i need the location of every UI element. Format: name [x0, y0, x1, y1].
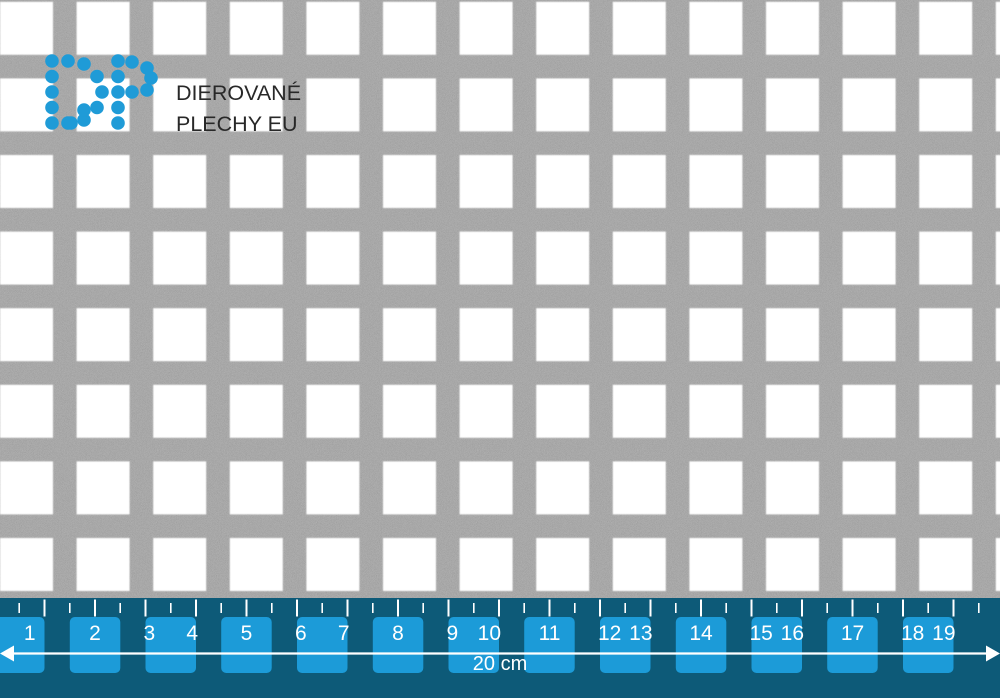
svg-text:9: 9 — [447, 622, 459, 645]
svg-text:1: 1 — [24, 622, 36, 645]
svg-text:PLECHY EU: PLECHY EU — [176, 112, 297, 136]
svg-text:16: 16 — [781, 622, 804, 645]
svg-text:11: 11 — [539, 622, 561, 645]
svg-text:4: 4 — [186, 622, 198, 645]
svg-text:20 cm: 20 cm — [473, 653, 527, 675]
svg-text:13: 13 — [629, 622, 652, 645]
svg-text:18: 18 — [901, 622, 924, 645]
svg-text:15: 15 — [750, 622, 773, 645]
svg-text:7: 7 — [338, 622, 350, 645]
svg-text:5: 5 — [241, 622, 253, 645]
svg-text:DIEROVANÉ: DIEROVANÉ — [176, 80, 301, 105]
svg-text:17: 17 — [841, 622, 864, 645]
svg-text:3: 3 — [144, 622, 156, 645]
svg-text:12: 12 — [598, 622, 621, 645]
svg-text:14: 14 — [689, 622, 713, 645]
svg-text:6: 6 — [295, 622, 307, 645]
svg-text:2: 2 — [89, 622, 101, 645]
svg-text:8: 8 — [392, 622, 404, 645]
svg-text:19: 19 — [932, 622, 955, 645]
svg-text:10: 10 — [478, 622, 501, 645]
